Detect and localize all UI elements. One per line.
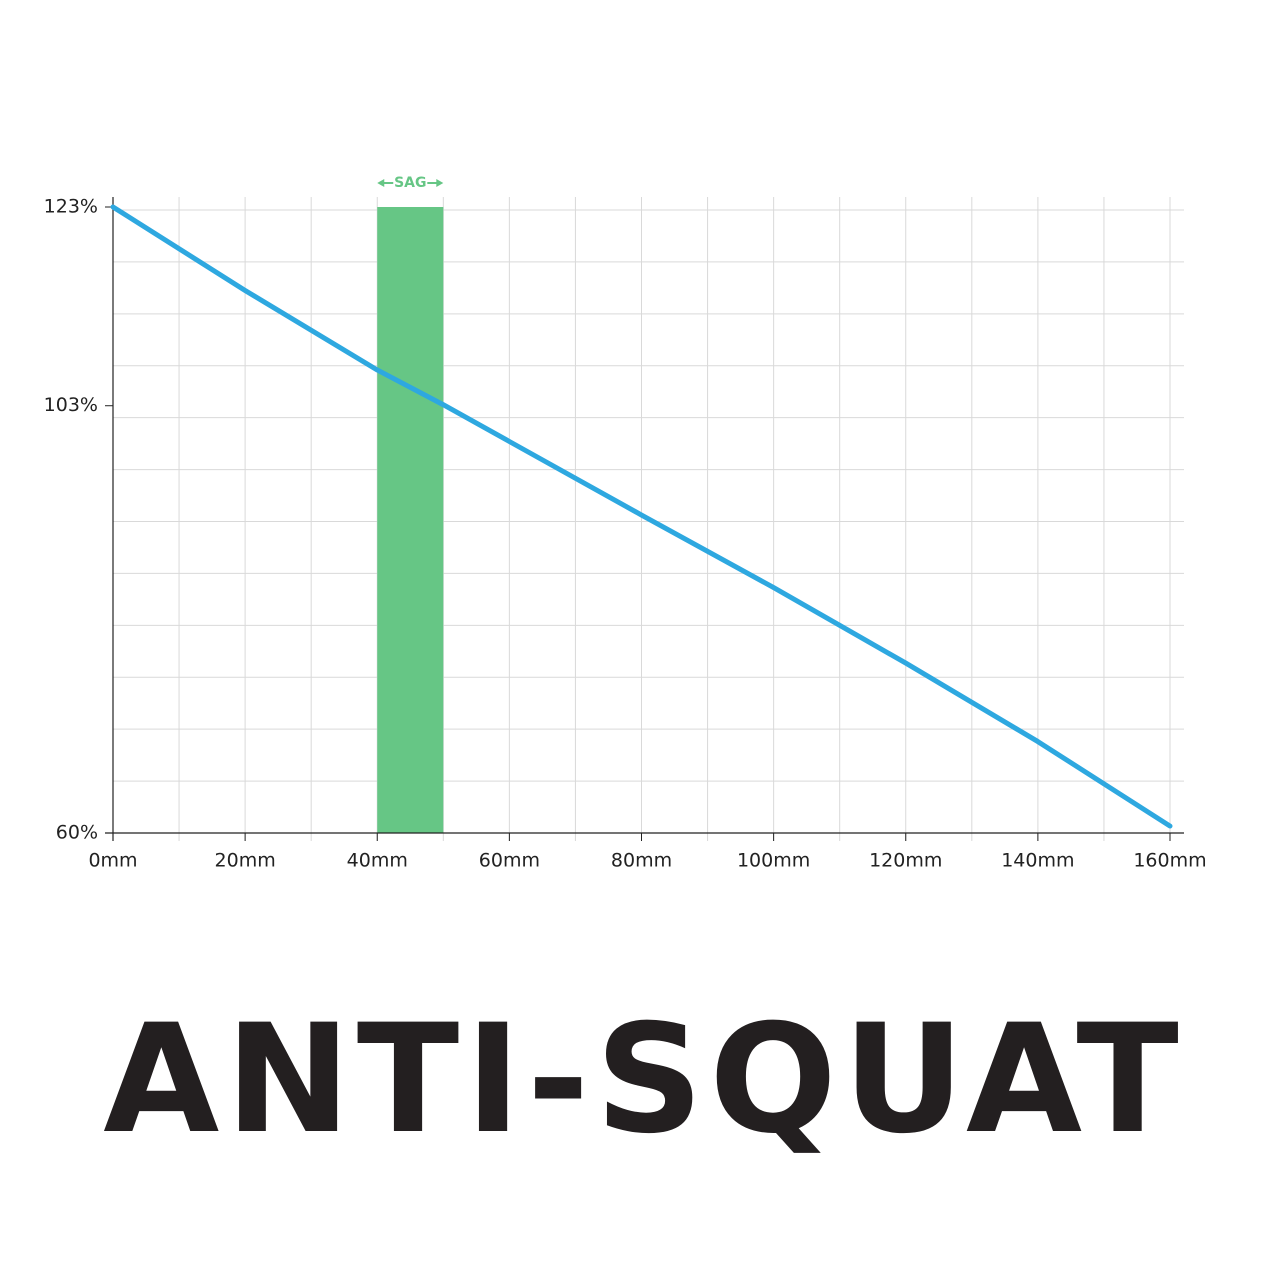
x-tick-label: 160mm [1133,850,1206,872]
x-tick-label: 100mm [737,850,810,872]
x-tick-label: 0mm [88,850,137,872]
x-tick-label: 20mm [215,850,276,872]
x-tick-label: 40mm [347,850,408,872]
sag-arrowhead [377,179,444,187]
y-tick-label: 103% [44,394,98,416]
x-tick-label: 120mm [869,850,942,872]
line [110,204,1173,829]
y-tick-label: 60% [56,822,98,844]
chart-title: ANTI-SQUAT [103,993,1185,1167]
sag-band [377,207,444,833]
sag-label: SAG [394,175,426,191]
y-tick-label: 123% [44,196,98,218]
x-tick-label: 80mm [611,850,672,872]
x-tick-label: 140mm [1001,850,1074,872]
x-tick-label: 60mm [479,850,540,872]
